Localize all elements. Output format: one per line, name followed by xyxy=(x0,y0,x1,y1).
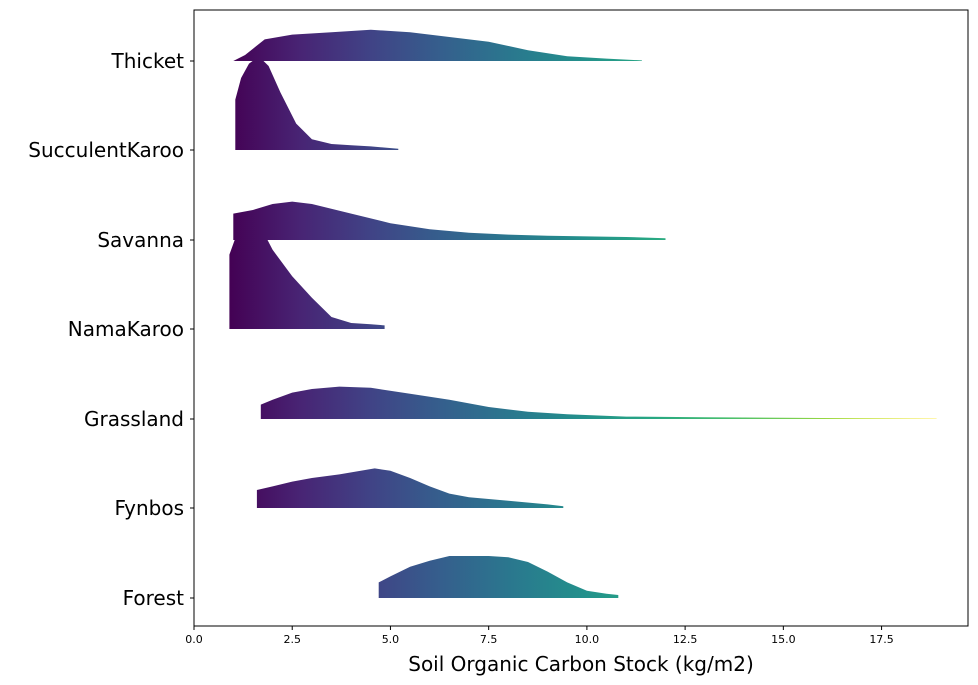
category-label-namakaroo: NamaKaroo xyxy=(68,317,184,341)
ridge-succulentkaroo xyxy=(235,56,399,150)
x-tick-label: 5.0 xyxy=(382,633,400,646)
y-axis: Thicket SucculentKaroo Savanna NamaKaroo Gra… xyxy=(28,49,194,610)
x-tick-label: 2.5 xyxy=(283,633,301,646)
x-tick-label: 15.0 xyxy=(771,633,796,646)
x-tick-label: 0.0 xyxy=(185,633,203,646)
category-label-savanna: Savanna xyxy=(97,228,184,252)
ridge-forest xyxy=(378,556,619,598)
category-label-forest: Forest xyxy=(123,586,185,610)
ridge-namakaroo xyxy=(229,215,385,329)
x-tick-label: 12.5 xyxy=(673,633,698,646)
ridge-grassland xyxy=(260,386,937,419)
x-axis-title: Soil Organic Carbon Stock (kg/m2) xyxy=(408,652,754,676)
x-tick-label: 17.5 xyxy=(869,633,894,646)
category-label-thicket: Thicket xyxy=(111,49,185,73)
ridge-thicket xyxy=(233,29,642,61)
x-tick-label: 7.5 xyxy=(480,633,498,646)
category-label-grassland: Grassland xyxy=(84,407,184,431)
category-label-succulentkaroo: SucculentKaroo xyxy=(28,138,184,162)
ridges-layer xyxy=(229,29,937,598)
category-label-fynbos: Fynbos xyxy=(114,496,184,520)
ridge-fynbos xyxy=(256,468,564,508)
x-axis: 0.0 2.5 5.0 7.5 10.0 12.5 15.0 17.5 xyxy=(185,626,894,646)
ridge-savanna xyxy=(233,201,666,240)
plot-frame xyxy=(193,9,969,627)
x-tick-label: 10.0 xyxy=(575,633,600,646)
